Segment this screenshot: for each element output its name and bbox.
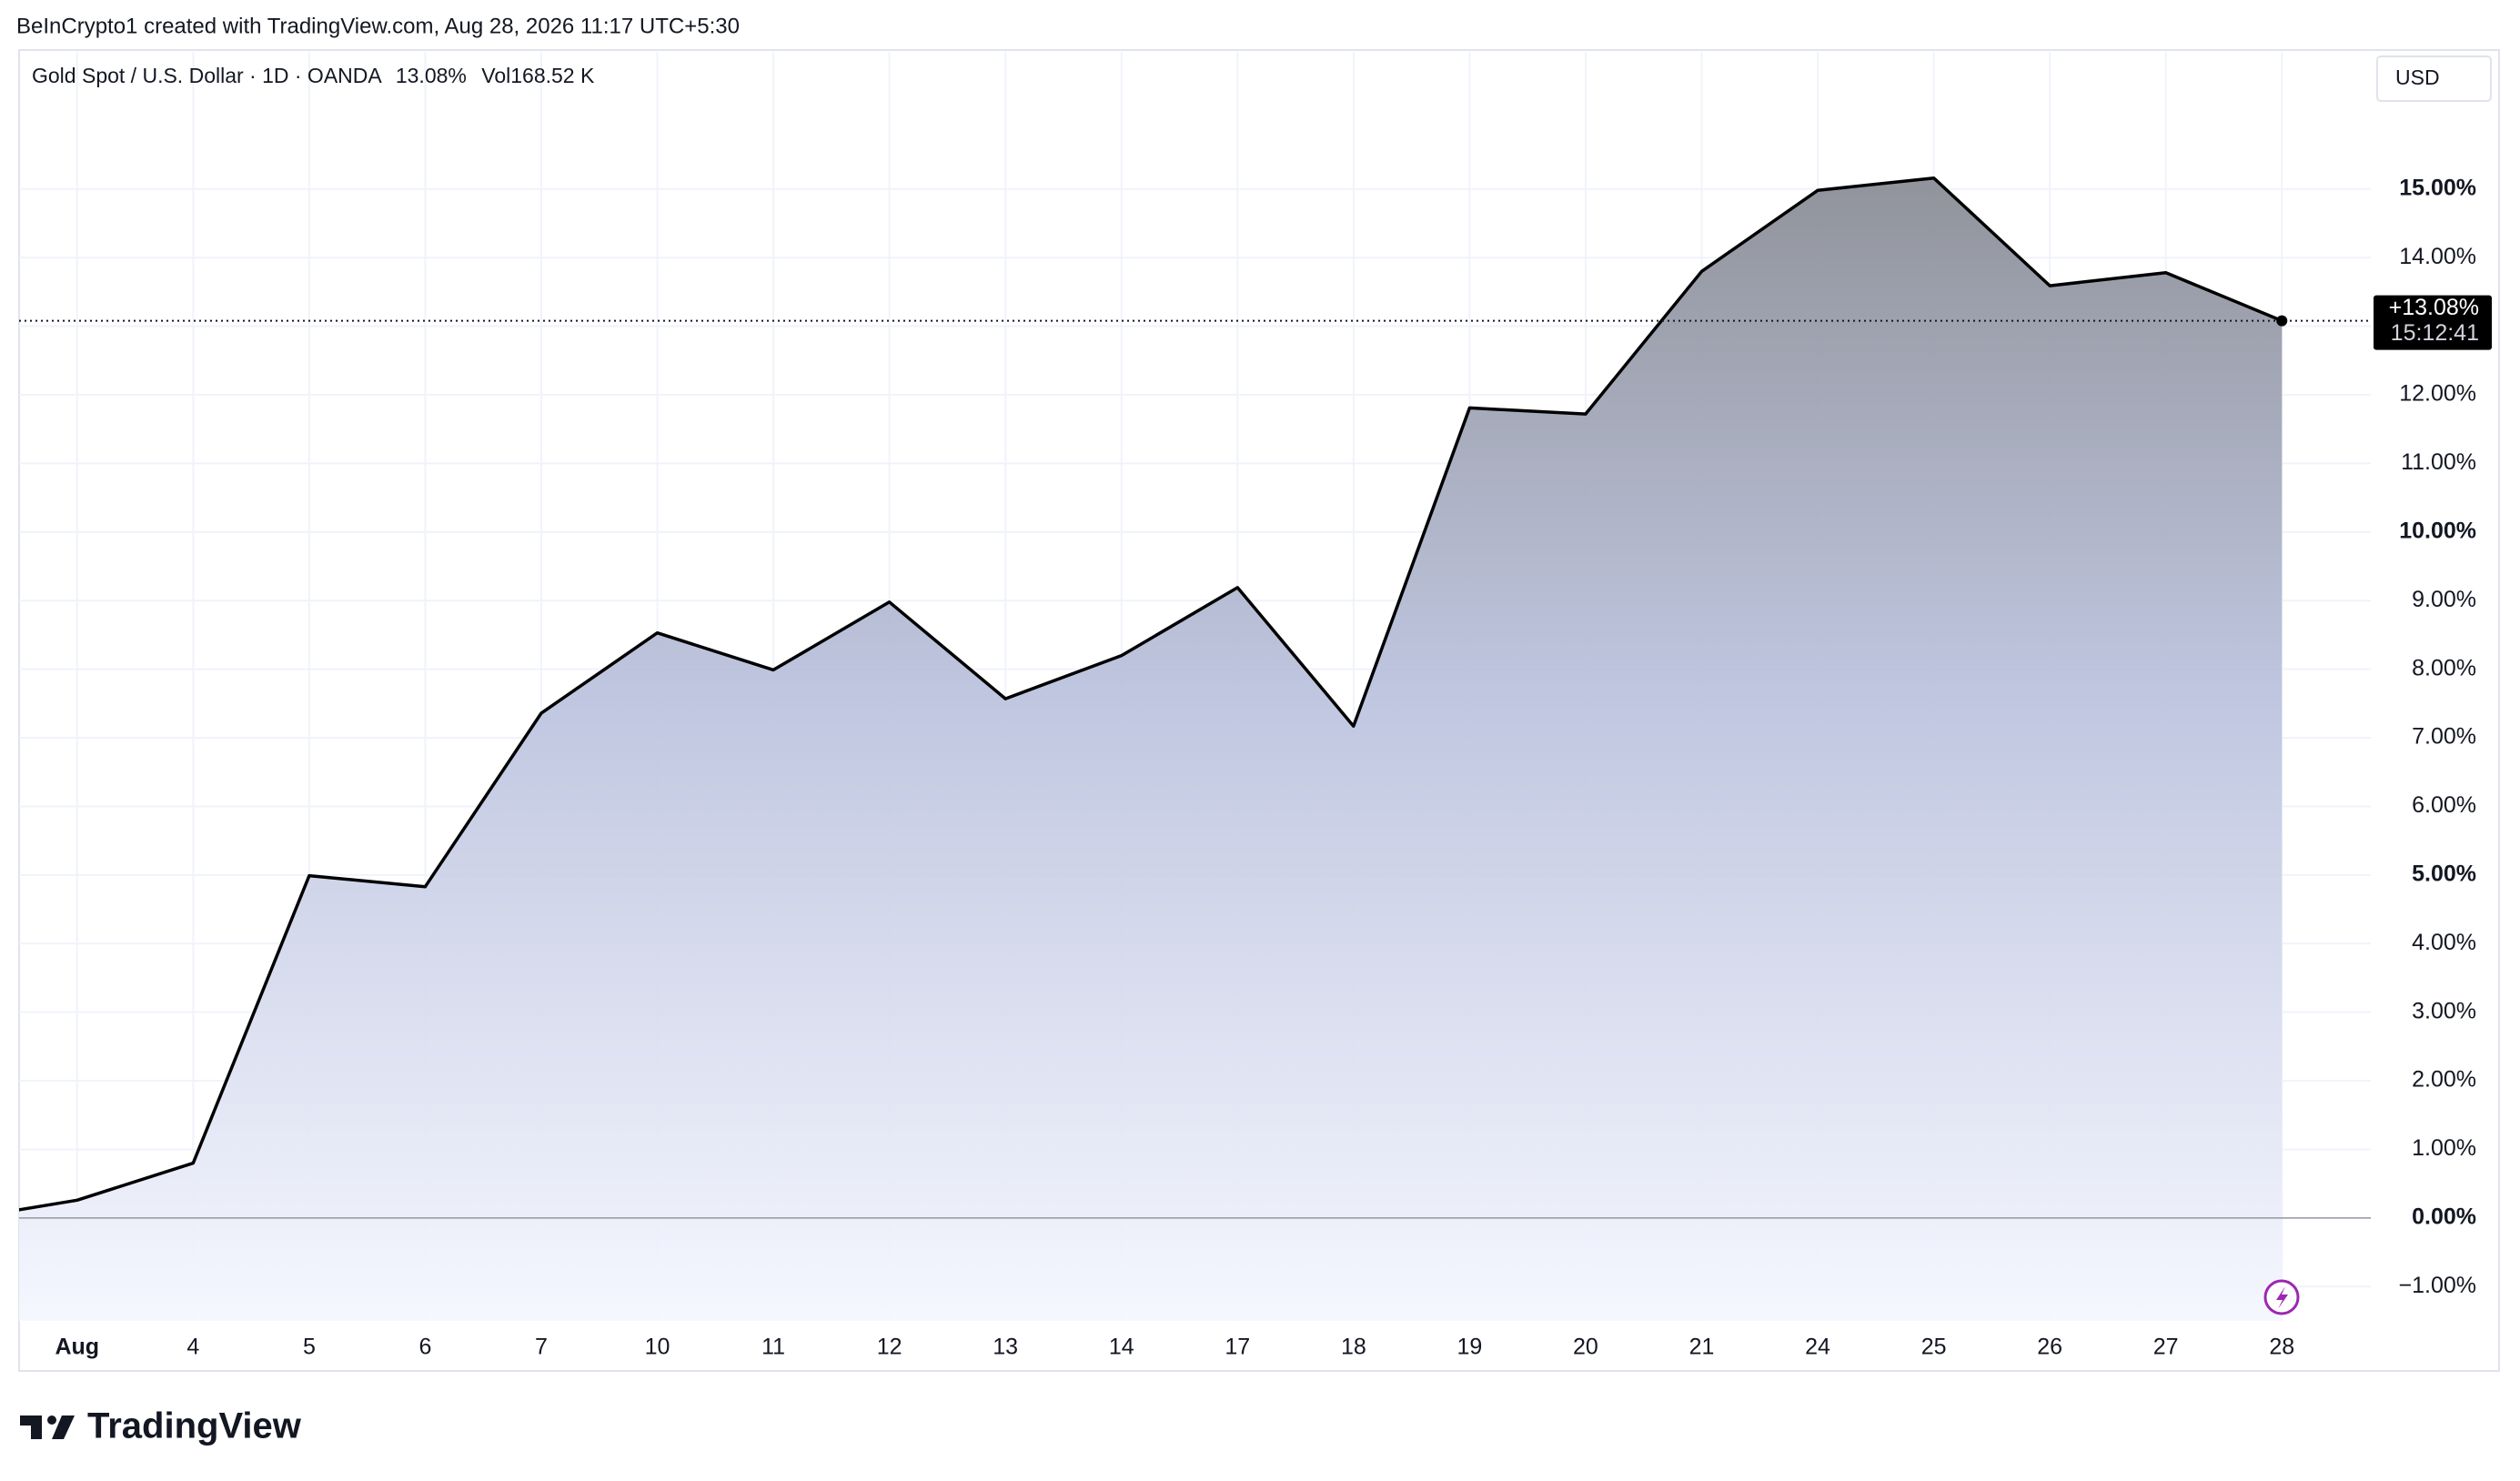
last-price-label: +13.08% — [2389, 295, 2479, 320]
logo-text: TradingView — [87, 1406, 302, 1446]
y-tick-label: 5.00% — [2412, 861, 2476, 886]
x-tick-label: 18 — [1341, 1335, 1366, 1360]
y-tick-label: 15.00% — [2399, 175, 2476, 200]
x-tick-label: 10 — [645, 1335, 670, 1360]
y-tick-label: 14.00% — [2399, 244, 2476, 269]
legend-change: 13.08% — [396, 64, 467, 87]
y-tick-label: 0.00% — [2412, 1204, 2476, 1230]
currency[interactable]: USD — [2395, 65, 2440, 89]
x-tick-label: 20 — [1573, 1335, 1598, 1360]
last-price-time: 15:12:41 — [2391, 320, 2479, 346]
x-tick-label: 19 — [1457, 1335, 1482, 1360]
x-tick-label: 26 — [2037, 1335, 2062, 1360]
x-tick-label: 5 — [303, 1335, 316, 1360]
currency-button[interactable] — [2376, 55, 2492, 102]
legend: Gold Spot / U.S. Dollar · 1D · OANDA 13.… — [32, 64, 595, 87]
area-fill — [19, 177, 2283, 1321]
y-tick-label: 10.00% — [2399, 518, 2476, 543]
legend-volume-label: Vol — [481, 64, 510, 87]
last-price-box — [2374, 295, 2492, 350]
x-tick-label: 7 — [535, 1335, 548, 1360]
x-tick-label: 24 — [1805, 1335, 1830, 1360]
y-tick-label: 3.00% — [2412, 998, 2476, 1023]
y-tick-label: 1.00% — [2412, 1135, 2476, 1161]
x-tick-label: 12 — [877, 1335, 902, 1360]
chart-frame — [18, 49, 2500, 1372]
y-tick-label: 4.00% — [2412, 930, 2476, 955]
x-tick-label: 21 — [1689, 1335, 1715, 1360]
last-point — [2276, 315, 2288, 327]
plot — [19, 52, 2371, 1321]
y-tick-label: 2.00% — [2412, 1067, 2476, 1093]
y-tick-label: 7.00% — [2412, 724, 2476, 750]
y-tick-label: 8.00% — [2412, 655, 2476, 680]
legend-volume: 168.52 K — [510, 64, 595, 87]
logo-icon — [20, 1416, 75, 1439]
price-line — [19, 176, 2283, 1212]
y-tick-label: 9.00% — [2412, 587, 2476, 612]
alert-icon[interactable] — [2263, 1279, 2300, 1315]
x-tick-label: 14 — [1109, 1335, 1134, 1360]
x-tick-label: 6 — [418, 1335, 431, 1360]
header: BeInCrypto1 created with TradingView.com… — [16, 14, 740, 38]
y-tick-label: 12.00% — [2399, 381, 2476, 407]
x-tick-label: 25 — [1921, 1335, 1947, 1360]
x-tick-label: 11 — [761, 1335, 785, 1360]
x-tick-label: 4 — [186, 1335, 199, 1360]
x-tick-label: 13 — [993, 1335, 1018, 1360]
y-tick-label: 11.00% — [2401, 449, 2476, 475]
y-tick-label: 6.00% — [2412, 792, 2476, 818]
x-tick-label: 28 — [2269, 1335, 2294, 1360]
x-tick-label: Aug — [55, 1335, 99, 1360]
y-tick-label: −1.00% — [2399, 1273, 2477, 1298]
legend-symbol: Gold Spot / U.S. Dollar · 1D · OANDA — [32, 64, 382, 87]
x-tick-label: 27 — [2153, 1335, 2179, 1360]
x-tick-label: 17 — [1225, 1335, 1250, 1360]
